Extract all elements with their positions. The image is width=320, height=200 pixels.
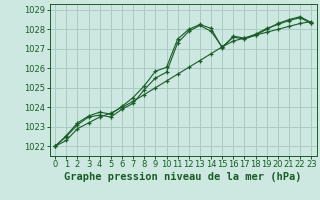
X-axis label: Graphe pression niveau de la mer (hPa): Graphe pression niveau de la mer (hPa): [64, 172, 302, 182]
